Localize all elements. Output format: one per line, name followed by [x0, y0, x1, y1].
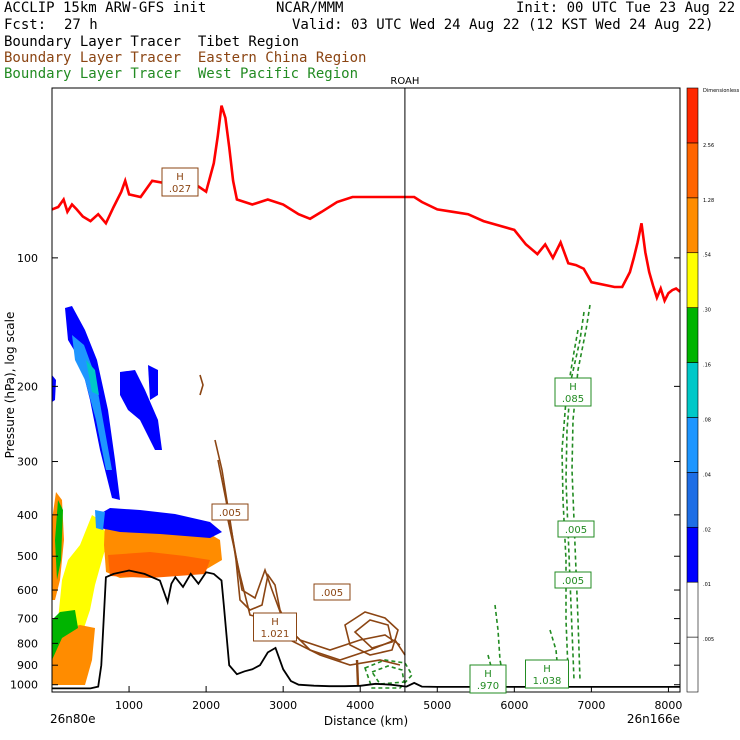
- contour-label-box: [525, 659, 569, 689]
- colorbar-label: .08: [703, 417, 711, 423]
- colorbar-label: .005: [703, 637, 714, 643]
- contour-label: H.085: [554, 377, 592, 407]
- contour-label-box: [469, 664, 507, 694]
- contour-label: H.970: [469, 664, 507, 694]
- colorbar-segment: [686, 581, 699, 638]
- contour-label: .005: [557, 520, 595, 538]
- contour-label: H1.021: [253, 612, 297, 642]
- x-axis: 1000 2000 3000 4000 5000 6000 7000 8000: [115, 686, 682, 712]
- colorbar-label: .54: [703, 253, 711, 259]
- colorbar-segment: [686, 87, 699, 144]
- y-tick-label: 200: [17, 380, 38, 393]
- contour-label-text: H: [176, 172, 184, 183]
- y-tick-label: 500: [17, 550, 38, 563]
- contour-label: H1.038: [525, 659, 569, 689]
- x-tick-label: 7000: [577, 699, 605, 712]
- forecast-hours: 27 h: [64, 17, 98, 33]
- legend-tibet: Boundary Layer Tracer Tibet Region: [4, 34, 300, 50]
- x-tick-label: 5000: [423, 699, 451, 712]
- x-tick-label: 1000: [115, 699, 143, 712]
- contour-label-box: [313, 583, 351, 601]
- legend-eastern-china: Boundary Layer Tracer Eastern China Regi…: [4, 50, 367, 66]
- line-series: [51, 105, 681, 690]
- colorbar-label: 1.28: [703, 198, 714, 204]
- right-endpoint-label: 26n166e: [627, 712, 680, 726]
- left-endpoint-label: 26n80e: [50, 712, 96, 726]
- plot-frame: [51, 87, 681, 693]
- y-tick-label: 400: [17, 509, 38, 522]
- contour-label-box: [554, 377, 592, 407]
- colorbar-segment: [686, 526, 699, 583]
- x-axis-title: Distance (km): [324, 714, 408, 728]
- contour-label-text: .005: [565, 525, 587, 536]
- contour-label-box: [557, 520, 595, 538]
- colorbar-label: Dimensionless: [703, 88, 740, 94]
- series-line-terrain: [52, 569, 680, 690]
- colorbar-segment: [686, 417, 699, 473]
- y-tick-label: 1000: [10, 679, 38, 692]
- contour-label-text: .970: [477, 681, 499, 692]
- colorbar-label: .16: [703, 363, 711, 369]
- contour-label-text: H: [543, 664, 551, 675]
- init-time: Init: 00 UTC Tue 23 Aug 22: [516, 0, 736, 16]
- y-tick-label: 100: [17, 252, 38, 265]
- colorbar: .005 .01 .02 .04 .08 .16 .30 .54 1.28 2.56 Dimensi…: [686, 87, 740, 693]
- x-tick-label: 6000: [500, 699, 528, 712]
- contour-label-text: H: [484, 669, 492, 680]
- colorbar-segment: [686, 472, 699, 528]
- series-line-tropopause: [51, 105, 681, 305]
- contour-label-text: .005: [321, 588, 343, 599]
- y-tick-label: 900: [17, 659, 38, 672]
- contour-label-text: 1.038: [533, 676, 562, 687]
- colorbar-segment: [686, 197, 699, 254]
- contour-label-text: .027: [169, 184, 191, 195]
- x-tick-label: 2000: [192, 699, 220, 712]
- contour-label-box: [554, 571, 592, 589]
- contour-label-box: [211, 503, 249, 521]
- contour-label: .005: [554, 571, 592, 589]
- colorbar-label: .04: [703, 472, 711, 478]
- contour-label-text: .085: [562, 394, 584, 405]
- x-tick-label: 8000: [654, 699, 682, 712]
- y-tick-label: 800: [17, 637, 38, 650]
- contour-label-text: .005: [562, 576, 584, 587]
- model-title: ACCLIP 15km ARW-GFS init: [4, 0, 207, 16]
- colorbar-label: .30: [703, 308, 711, 314]
- contour-label-text: 1.021: [261, 629, 290, 640]
- colorbar-segment: [686, 636, 699, 693]
- y-axis-title: Pressure (hPa), log scale: [3, 312, 17, 459]
- org-label: NCAR/MMM: [276, 0, 344, 16]
- legend-west-pacific: Boundary Layer Tracer West Pacific Regio…: [4, 66, 359, 82]
- y-tick-label: 300: [17, 456, 38, 469]
- colorbar-segment: [686, 252, 699, 308]
- valid-time: Valid: 03 UTC Wed 24 Aug 22 (12 KST Wed …: [292, 17, 714, 33]
- contour-label: .005: [313, 583, 351, 601]
- contour-annotations: H.027.005.005H1.021H.085.005.005H.970H1.…: [161, 167, 595, 694]
- plot-border: [51, 87, 681, 693]
- colorbar-segment: [686, 307, 699, 363]
- y-axis: 100 200 300 400 500 600 700 800 900 1000: [10, 252, 680, 692]
- contour-label-text: .005: [219, 508, 241, 519]
- tracer-shading: [52, 306, 222, 685]
- colorbar-segment: [686, 362, 699, 418]
- forecast-label: Fcst:: [4, 17, 47, 33]
- marker-label: ROAH: [390, 76, 419, 87]
- y-tick-label: 600: [17, 584, 38, 597]
- y-tick-label: 700: [17, 613, 38, 626]
- x-tick-label: 3000: [269, 699, 297, 712]
- contour-label-text: H: [569, 382, 577, 393]
- contour-label: H.027: [161, 167, 199, 197]
- x-tick-label: 4000: [346, 699, 374, 712]
- contour-label-box: [161, 167, 199, 197]
- contour-label-text: H: [271, 617, 279, 628]
- contour-label: .005: [211, 503, 249, 521]
- colorbar-label: .02: [703, 527, 711, 533]
- contour-label-box: [253, 612, 297, 642]
- colorbar-label: .01: [703, 582, 711, 588]
- colorbar-segment: [686, 142, 699, 199]
- colorbar-label: 2.56: [703, 143, 714, 149]
